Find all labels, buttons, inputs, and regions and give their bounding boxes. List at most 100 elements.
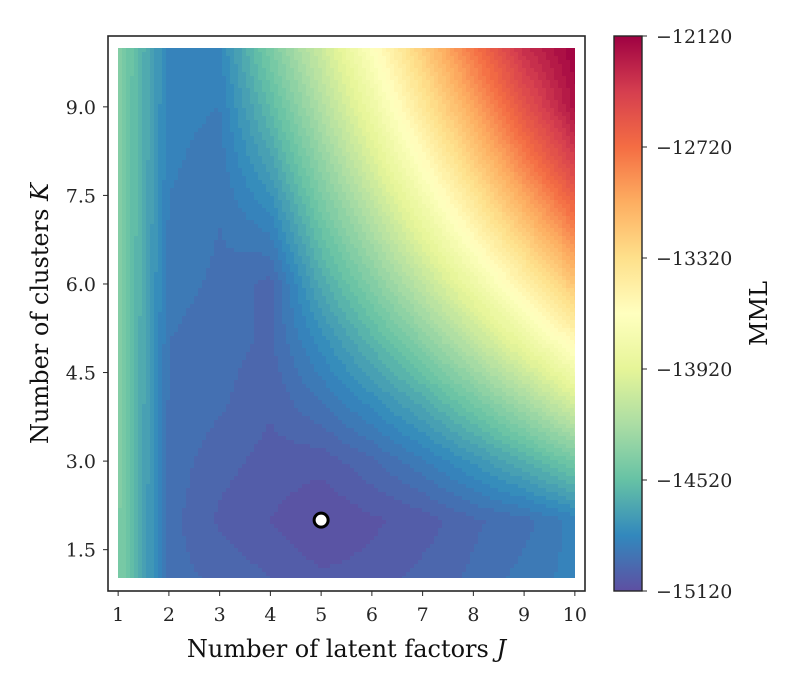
contour-cell [546,52,551,57]
contour-cell [338,196,343,201]
contour-cell [358,192,363,197]
contour-cell [494,60,499,65]
contour-cell [466,68,471,73]
contour-cell [402,156,407,161]
contour-cell [526,136,531,141]
contour-cell [350,128,355,133]
contour-cell [278,72,283,77]
contour-cell [462,176,467,181]
contour-cell [482,112,487,117]
contour-cell [502,200,507,205]
contour-cell [302,144,307,149]
contour-cell [378,88,383,93]
contour-cell [146,92,151,97]
contour-cell [374,68,379,73]
contour-cell [230,76,235,81]
contour-cell [210,68,215,73]
contour-cell [334,68,339,73]
contour-cell [458,48,463,53]
contour-cell [466,84,471,89]
contour-cell [214,116,219,121]
contour-cell [326,196,331,201]
contour-cell [414,68,419,73]
contour-cell [334,48,339,53]
contour-cell [450,208,455,213]
contour-cell [342,188,347,193]
contour-cell [394,160,399,165]
contour-cell [206,184,211,189]
contour-cell [274,64,279,69]
contour-cell [334,172,339,177]
contour-cell [366,216,371,221]
contour-cell [342,92,347,97]
contour-cell [486,56,491,61]
contour-cell [358,136,363,141]
contour-cell [202,152,207,157]
contour-cell [254,48,259,53]
contour-cell [458,192,463,197]
contour-cell [154,212,159,217]
contour-cell [574,188,575,193]
contour-cell [410,152,415,157]
contour-cell [154,184,159,189]
contour-cell [162,56,167,61]
contour-cell [242,140,247,145]
contour-cell [502,132,507,137]
contour-cell [474,120,479,125]
contour-cell [562,104,567,109]
contour-cell [562,172,567,177]
contour-cell [226,68,231,73]
contour-cell [278,100,283,105]
contour-cell [450,128,455,133]
contour-cell [158,112,163,117]
contour-cell [498,164,503,169]
contour-cell [262,220,267,225]
contour-cell [322,104,327,109]
contour-cell [538,168,543,173]
contour-cell [386,120,391,125]
contour-cell [130,160,135,165]
contour-cell [306,144,311,149]
contour-cell [270,144,275,149]
contour-cell [230,200,235,205]
contour-cell [422,184,427,189]
contour-cell [150,116,155,121]
contour-cell [462,204,467,209]
contour-cell [446,168,451,173]
contour-cell [390,128,395,133]
contour-cell [418,176,423,181]
contour-cell [186,60,191,65]
contour-cell [506,168,511,173]
contour-cell [134,124,139,129]
contour-cell [502,128,507,133]
contour-cell [390,184,395,189]
contour-cell [338,144,343,149]
contour-cell [118,200,123,205]
contour-cell [130,208,135,213]
contour-cell [494,196,499,201]
contour-cell [302,84,307,89]
contour-cell [166,164,171,169]
contour-cell [334,108,339,113]
contour-cell [334,204,339,209]
contour-cell [366,180,371,185]
contour-cell [466,188,471,193]
contour-cell [506,176,511,181]
contour-cell [550,208,555,213]
contour-cell [170,72,175,77]
contour-cell [470,208,475,213]
contour-cell [194,48,199,53]
contour-cell [554,136,559,141]
contour-cell [354,112,359,117]
contour-cell [494,140,499,145]
contour-cell [426,116,431,121]
contour-cell [374,212,379,217]
contour-cell [270,140,275,145]
contour-cell [474,168,479,173]
contour-cell [150,96,155,101]
contour-cell [454,216,459,221]
contour-cell [366,64,371,69]
contour-cell [206,120,211,125]
contour-cell [458,140,463,145]
contour-cell [182,168,187,173]
